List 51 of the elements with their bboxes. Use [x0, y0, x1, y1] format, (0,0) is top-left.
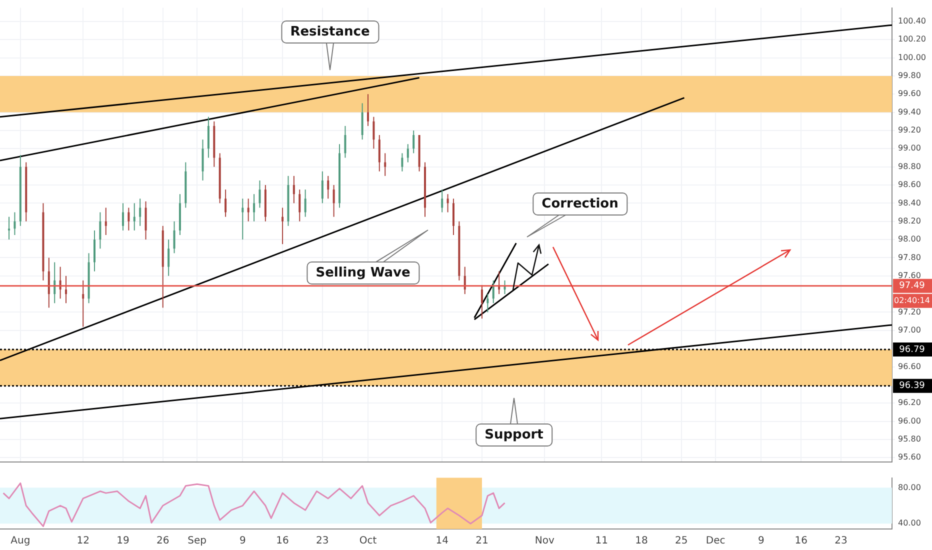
y-tick-label: 97.20 — [898, 307, 921, 316]
y-tick-label: 99.40 — [898, 107, 921, 116]
annotation: Correction — [532, 192, 628, 216]
annotation: Support — [476, 424, 552, 446]
y-tick-label: 98.20 — [898, 216, 921, 226]
x-tick-label: 16 — [794, 536, 808, 547]
y-tick-label: 98.60 — [898, 180, 921, 190]
x-tick-label: Sep — [188, 536, 206, 547]
x-tick-label: Aug — [10, 536, 30, 547]
text: 02:40:14 — [894, 296, 930, 305]
ref-line-label: 96.79 — [899, 344, 926, 355]
y-tick-label: 99.60 — [898, 89, 921, 98]
y-tick-label: 100.00 — [898, 52, 926, 62]
x-tick-label: 9 — [758, 536, 764, 547]
x-tick-label: 16 — [276, 536, 289, 547]
y-tick-label: 96.00 — [898, 416, 921, 426]
y-tick-label: 80.00 — [898, 482, 921, 492]
x-tick-label: 14 — [436, 536, 448, 547]
x-tick-label: 26 — [156, 536, 170, 547]
y-tick-label: 99.20 — [898, 126, 921, 135]
x-tick-label: 9 — [239, 536, 246, 547]
y-tick-label: 98.80 — [898, 162, 921, 171]
x-tick-label: 21 — [476, 536, 488, 547]
x-tick-label: Nov — [534, 536, 554, 547]
y-tick-label: 98.40 — [898, 198, 921, 208]
y-tick-label: 95.80 — [898, 434, 921, 444]
annotation: Resistance — [281, 20, 379, 44]
x-tick-label: 23 — [316, 536, 329, 547]
x-tick-label: 23 — [834, 536, 848, 547]
y-tick-label: 98.00 — [898, 234, 921, 244]
y-tick-label: 100.20 — [898, 34, 926, 44]
y-tick-label: 96.20 — [898, 398, 921, 408]
y-tick-label: 99.80 — [898, 71, 921, 80]
y-tick-label: 97.80 — [898, 252, 921, 262]
x-tick-label: Dec — [706, 536, 726, 547]
y-tick-label: 40.00 — [898, 518, 921, 528]
x-tick-label: 18 — [635, 536, 648, 547]
x-tick-label: 11 — [595, 536, 608, 547]
x-tick-label: 12 — [76, 536, 90, 547]
x-tick-label: 25 — [675, 536, 688, 547]
ref-line-label: 96.39 — [899, 381, 926, 392]
y-tick-label: 95.60 — [898, 452, 921, 462]
y-tick-label: 96.60 — [898, 362, 921, 371]
y-tick-label: 99.00 — [898, 144, 921, 153]
y-tick-label: 100.40 — [898, 16, 926, 26]
x-tick-label: 19 — [116, 536, 130, 547]
x-tick-label: Oct — [359, 536, 377, 547]
annotation: Selling Wave — [306, 262, 420, 284]
y-tick-label: 97.60 — [898, 270, 921, 280]
ref-line-label: 97.49 — [899, 281, 926, 292]
y-tick-label: 97.00 — [898, 326, 921, 334]
